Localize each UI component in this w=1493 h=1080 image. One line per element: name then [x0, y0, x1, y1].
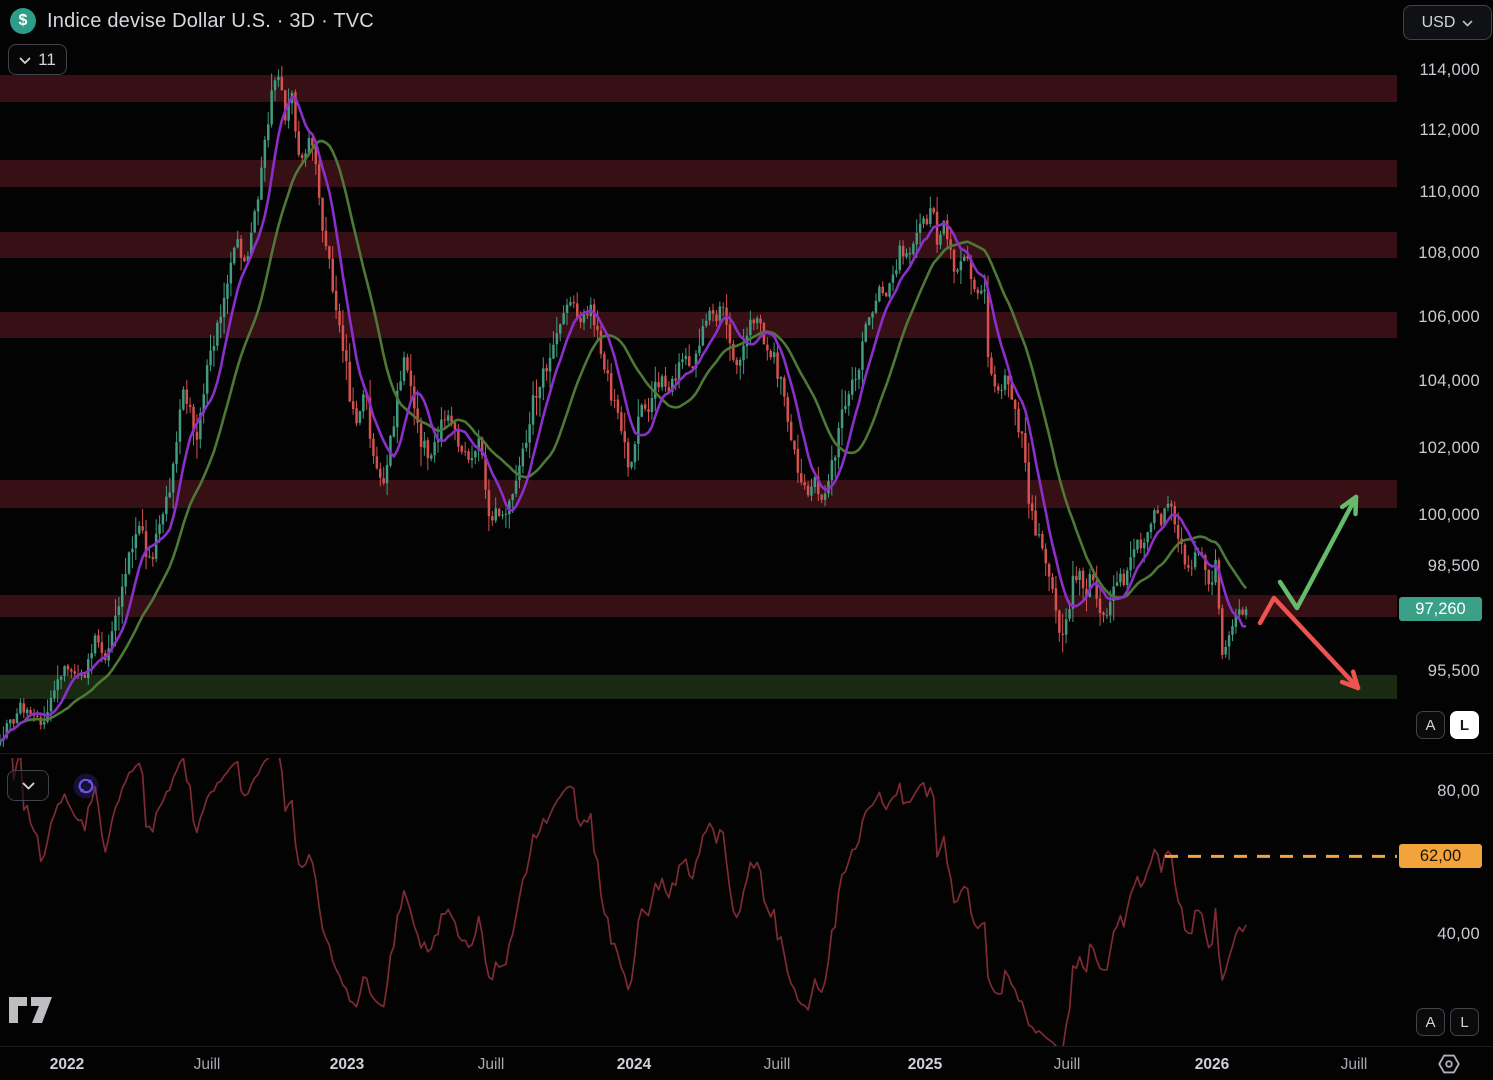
time-axis[interactable]: 2022 Juill 2023 Juill 2024 Juill 2025 Juill 2026…	[0, 1046, 1493, 1080]
demand-zone	[0, 674, 1397, 699]
symbol-header: $ Indice devise Dollar U.S. · 3D · TVC	[10, 8, 374, 34]
currency-label: USD	[1421, 13, 1456, 31]
pane-separator[interactable]	[0, 753, 1493, 754]
currency-selector[interactable]: USD	[1403, 5, 1492, 40]
price-tick-label: 98,500	[1427, 557, 1480, 575]
time-tick-label: 2024	[616, 1056, 652, 1073]
last-price-badge: 97,260	[1399, 597, 1482, 622]
supply-zone	[0, 232, 1397, 258]
indicator-tick-label: 40,00	[1437, 925, 1480, 943]
price-pane	[0, 65, 1397, 747]
time-tick-label: 2026	[1194, 1056, 1230, 1073]
indicator-pane	[11, 758, 1397, 1046]
dollar-symbol-icon: $	[10, 8, 36, 34]
ma-fast-line	[0, 96, 1247, 743]
sync-refresh-icon[interactable]	[73, 773, 99, 799]
chevron-down-icon	[1462, 14, 1473, 32]
bullish-projection-arrow	[1277, 494, 1359, 611]
down-candle-bodies	[12, 76, 1244, 725]
supply-zone	[0, 74, 1397, 102]
log-scale-button[interactable]: L	[1450, 711, 1479, 739]
time-tick-label: Juill	[477, 1056, 505, 1073]
indicator-pane-collapse-button[interactable]	[7, 770, 49, 801]
supply-zone	[0, 312, 1397, 338]
price-tick-label: 112,000	[1419, 121, 1480, 139]
price-tick-label: 106,000	[1418, 308, 1480, 326]
time-tick-label: Juill	[763, 1056, 791, 1073]
indicators-count-label: 11	[38, 49, 56, 69]
time-tick-label: Juill	[193, 1056, 221, 1073]
time-tick-label: Juill	[1340, 1056, 1368, 1073]
time-tick-label: 2025	[907, 1056, 943, 1073]
supply-zone	[0, 160, 1397, 187]
price-tick-label: 110,000	[1419, 183, 1480, 201]
rsi-level-badge: 62,00	[1399, 844, 1482, 869]
price-tick-label: 114,000	[1419, 61, 1480, 79]
time-tick-label: 2023	[329, 1056, 365, 1073]
supply-zone	[0, 594, 1397, 617]
symbol-title[interactable]: Indice devise Dollar U.S. · 3D · TVC	[47, 9, 374, 32]
indicator-tick-label: 80,00	[1437, 782, 1480, 800]
time-tick-label: Juill	[1053, 1056, 1081, 1073]
rsi-line	[11, 758, 1247, 1046]
indicators-collapse-button[interactable]: 11	[8, 44, 67, 75]
supply-zone	[0, 479, 1397, 508]
chevron-down-icon	[19, 50, 31, 70]
bearish-projection-arrow	[1257, 595, 1361, 691]
indicator-auto-scale-button[interactable]: A	[1416, 1008, 1445, 1036]
price-tick-label: 102,000	[1418, 439, 1480, 457]
time-axis-separator	[0, 1046, 1493, 1047]
price-tick-label: 104,000	[1418, 372, 1480, 390]
price-axis[interactable]: 114,000 112,000 110,000 108,000 106,000 104,0…	[1397, 0, 1493, 1046]
price-tick-label: 100,000	[1418, 506, 1480, 524]
ma-slow-line	[0, 139, 1248, 743]
axis-settings-icon[interactable]	[1436, 1051, 1462, 1077]
auto-scale-button[interactable]: A	[1416, 711, 1445, 739]
price-tick-label: 108,000	[1418, 244, 1480, 262]
indicator-log-scale-button[interactable]: L	[1450, 1008, 1479, 1036]
price-tick-label: 95,500	[1427, 662, 1480, 680]
chevron-down-icon	[22, 777, 35, 795]
tradingview-logo[interactable]	[8, 996, 56, 1029]
time-tick-label: 2022	[49, 1056, 85, 1073]
